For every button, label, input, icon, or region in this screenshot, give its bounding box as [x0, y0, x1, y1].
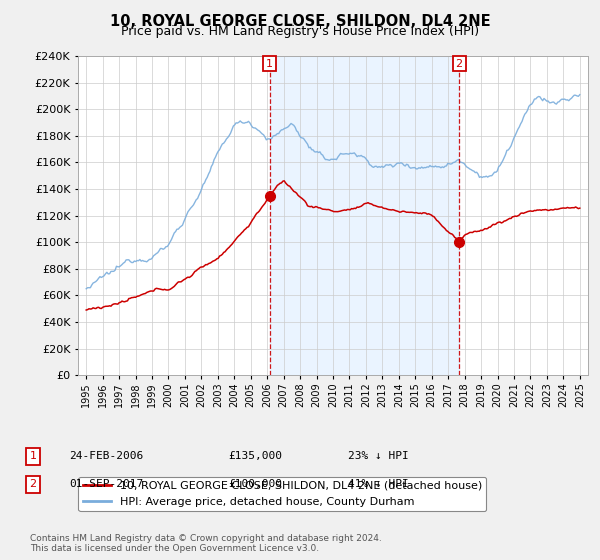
- Bar: [269, 56, 459, 375]
- Text: 41% ↓ HPI: 41% ↓ HPI: [348, 479, 409, 489]
- Text: 24-FEB-2006: 24-FEB-2006: [69, 451, 143, 461]
- Text: 1: 1: [266, 59, 273, 69]
- Text: 01-SEP-2017: 01-SEP-2017: [69, 479, 143, 489]
- Legend: 10, ROYAL GEORGE CLOSE, SHILDON, DL4 2NE (detached house), HPI: Average price, d: 10, ROYAL GEORGE CLOSE, SHILDON, DL4 2NE…: [79, 477, 486, 511]
- Text: £135,000: £135,000: [228, 451, 282, 461]
- Text: 23% ↓ HPI: 23% ↓ HPI: [348, 451, 409, 461]
- Text: 2: 2: [455, 59, 463, 69]
- Text: 10, ROYAL GEORGE CLOSE, SHILDON, DL4 2NE: 10, ROYAL GEORGE CLOSE, SHILDON, DL4 2NE: [110, 14, 490, 29]
- Text: £100,000: £100,000: [228, 479, 282, 489]
- Text: 2: 2: [29, 479, 37, 489]
- Text: Contains HM Land Registry data © Crown copyright and database right 2024.
This d: Contains HM Land Registry data © Crown c…: [30, 534, 382, 553]
- Text: 1: 1: [29, 451, 37, 461]
- Text: Price paid vs. HM Land Registry's House Price Index (HPI): Price paid vs. HM Land Registry's House …: [121, 25, 479, 38]
